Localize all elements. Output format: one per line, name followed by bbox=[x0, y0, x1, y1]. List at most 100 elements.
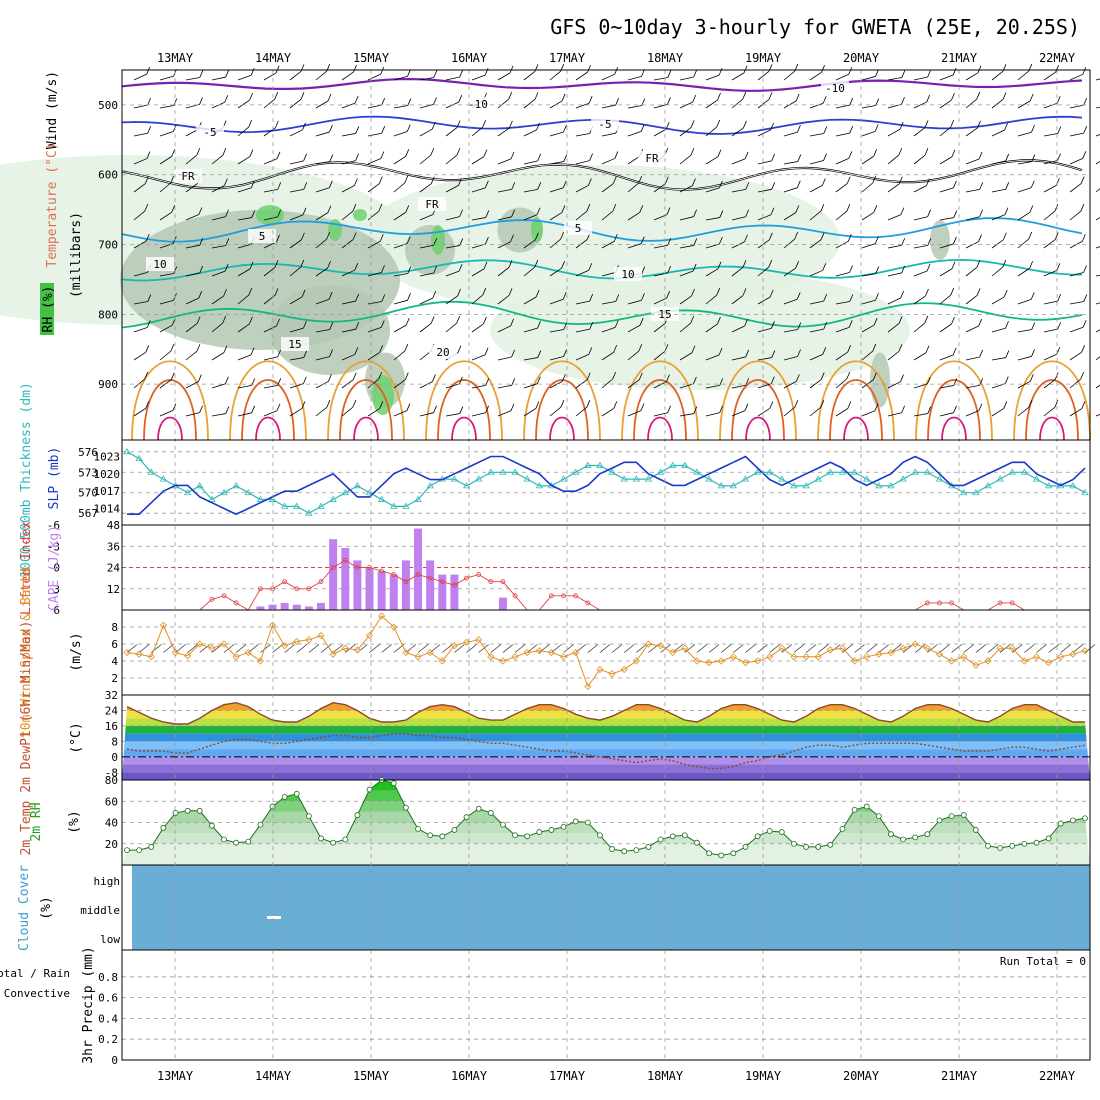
wind-barb bbox=[887, 183, 900, 193]
wind-barb bbox=[939, 268, 953, 277]
wind-barb bbox=[483, 316, 487, 325]
wind-barb bbox=[352, 372, 357, 380]
thickness-point bbox=[1008, 468, 1016, 475]
wind-barb bbox=[1095, 274, 1100, 277]
wind-barb bbox=[613, 401, 618, 409]
wind-barb bbox=[378, 203, 383, 212]
wind-barb bbox=[1057, 321, 1062, 330]
wind-barb bbox=[549, 131, 564, 137]
cloud-unit-label: (%) bbox=[39, 896, 54, 919]
wind-barb bbox=[471, 126, 483, 137]
wind-barb bbox=[641, 98, 646, 106]
wind-barb bbox=[327, 260, 331, 269]
wind10m-barb bbox=[878, 644, 890, 653]
wind-barb bbox=[147, 294, 152, 302]
wind-barb bbox=[742, 288, 747, 296]
wind-barb bbox=[380, 151, 385, 159]
wind-barb bbox=[1004, 376, 1009, 384]
wind-barb bbox=[456, 315, 461, 324]
wind-barb bbox=[459, 376, 463, 385]
thickness-point bbox=[1081, 488, 1089, 496]
thickness-point bbox=[584, 461, 592, 468]
rh2m-point bbox=[948, 813, 955, 820]
contour-label: 10 bbox=[153, 258, 166, 271]
wind-barb bbox=[951, 92, 955, 101]
wind-barb bbox=[549, 100, 563, 109]
temperature-contour bbox=[121, 159, 1083, 191]
wind10m-point bbox=[244, 648, 252, 657]
contour-label: FR bbox=[425, 198, 439, 211]
lifted-index-point bbox=[379, 568, 385, 574]
lifted-index-point bbox=[367, 565, 372, 570]
temp2m-tick: 8 bbox=[111, 735, 118, 748]
thickness-point bbox=[353, 482, 362, 489]
rh2m-point bbox=[694, 839, 700, 846]
wind-barb bbox=[471, 74, 486, 81]
wind10m-barb bbox=[696, 644, 708, 653]
wind-barb bbox=[355, 322, 360, 330]
wind-barb bbox=[588, 96, 593, 104]
wind-barb bbox=[159, 299, 174, 305]
wind-barb bbox=[497, 295, 510, 305]
wind-barb bbox=[510, 234, 514, 242]
wind-barb bbox=[537, 321, 541, 329]
lifted-index-point bbox=[233, 600, 239, 606]
wind-barb bbox=[953, 180, 957, 189]
contour-label: -10 bbox=[825, 82, 845, 95]
wind10m-point bbox=[729, 653, 737, 661]
wind-barb bbox=[768, 259, 773, 268]
lifted-index-point bbox=[282, 579, 288, 585]
wind-barb bbox=[445, 413, 460, 417]
wind-barb bbox=[393, 105, 408, 109]
wind-barb bbox=[613, 345, 618, 353]
lifted-index-point bbox=[294, 586, 300, 592]
wind10m-point bbox=[863, 653, 871, 661]
thickness-point bbox=[511, 468, 519, 475]
wind-barb bbox=[731, 356, 746, 361]
cloud-marker bbox=[267, 916, 281, 919]
rh2m-point bbox=[900, 836, 907, 843]
rh2m-point bbox=[621, 848, 628, 855]
wind-barb bbox=[901, 238, 906, 246]
wind-barb bbox=[586, 372, 591, 380]
wind-barb bbox=[679, 76, 694, 81]
wind-barb bbox=[523, 383, 538, 389]
wind-barb bbox=[354, 347, 359, 355]
wind-barb bbox=[976, 91, 981, 100]
panel-frame bbox=[121, 949, 1091, 1061]
wind10m-point bbox=[972, 661, 980, 669]
wind-barb bbox=[667, 97, 671, 105]
wind-barb bbox=[367, 327, 382, 333]
wind-barb bbox=[1056, 263, 1061, 271]
wind-barb bbox=[991, 239, 1004, 249]
wind-barb bbox=[433, 265, 438, 274]
wind-barb bbox=[534, 259, 539, 268]
wind-barb bbox=[352, 399, 357, 408]
wind-barb bbox=[354, 178, 358, 186]
wind-barb bbox=[601, 210, 614, 221]
wind-barb bbox=[211, 216, 226, 221]
wind-barb bbox=[1002, 259, 1007, 268]
wind-barb bbox=[627, 76, 642, 81]
warm-temperature-loop bbox=[327, 360, 405, 441]
wind-barb bbox=[783, 356, 798, 361]
wind-barb bbox=[757, 214, 772, 221]
wind-barb bbox=[225, 69, 230, 78]
wind-barb bbox=[847, 401, 852, 409]
wind-barb bbox=[1095, 356, 1100, 361]
lifted-index-point bbox=[573, 593, 579, 599]
pressure-tick: 900 bbox=[98, 378, 118, 391]
wind-barb bbox=[1080, 204, 1085, 212]
wind10m-barb bbox=[235, 644, 247, 653]
wind-barb bbox=[1002, 232, 1007, 240]
wind10m-axis-label: 10m Wind Speed & Barbs bbox=[19, 566, 34, 738]
wind-barb bbox=[757, 99, 770, 109]
wind-barb bbox=[809, 328, 824, 333]
wind-barb bbox=[979, 182, 984, 190]
wind-barb bbox=[757, 408, 771, 417]
wind-barb bbox=[939, 243, 954, 249]
wind-barb bbox=[873, 205, 878, 213]
wind-barb bbox=[211, 245, 226, 249]
wind-barb bbox=[381, 97, 386, 106]
wind-barb bbox=[1017, 267, 1030, 277]
